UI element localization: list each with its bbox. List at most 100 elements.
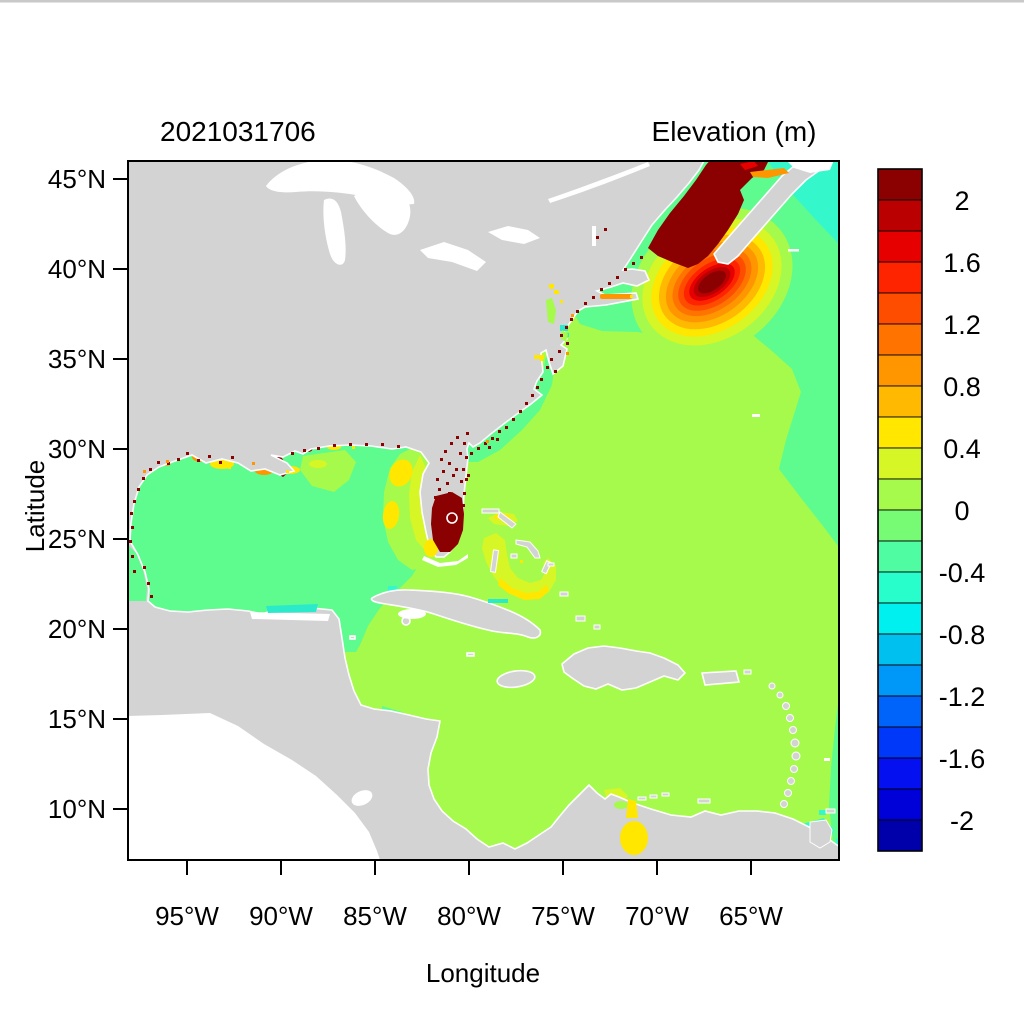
colorbar-tick-label: 2 <box>954 186 969 216</box>
pacific-outside-domain <box>128 713 380 860</box>
coastal-speckle <box>640 256 643 259</box>
coastal-speckle <box>540 378 543 381</box>
coastal-speckle <box>446 482 449 485</box>
y-tick-label: 45°N <box>48 164 106 194</box>
cobequid-red-dash <box>740 161 758 170</box>
south-florida-surge-blob <box>431 492 464 552</box>
coastal-speckle <box>546 366 549 369</box>
coastal-speckle <box>130 512 133 515</box>
coastal-speckle <box>465 478 468 481</box>
coastal-speckle <box>460 518 463 521</box>
coastal-speckle <box>291 452 294 455</box>
st-lawrence-river <box>548 162 650 203</box>
y-axis <box>113 178 128 810</box>
coastal-speckle <box>465 456 468 459</box>
gulf-of-batabano <box>398 609 426 619</box>
coastal-speckle <box>491 437 494 440</box>
colorbar-tick-label: 0.4 <box>943 434 981 464</box>
coastal-speckle <box>436 478 439 481</box>
lesser-antilles <box>637 669 836 849</box>
cozumel <box>349 635 356 640</box>
y-tick-label: 35°N <box>48 344 106 374</box>
antilles-islet-5 <box>789 726 797 734</box>
x-tick-label: 90°W <box>249 901 313 931</box>
new-providence <box>510 553 518 559</box>
coastal-speckle <box>208 455 211 458</box>
colorbar-tick-label: 1.2 <box>943 310 981 340</box>
coastal-speckle <box>459 452 462 455</box>
colorbar-cell <box>877 757 923 790</box>
big-bend-yellow <box>389 459 413 487</box>
cuba <box>370 589 542 639</box>
ring-core <box>698 270 726 294</box>
margarita <box>697 798 711 804</box>
coastal-speckle <box>558 350 561 353</box>
coastal-speckle <box>317 447 320 450</box>
colorbar-tick-label: 1.6 <box>943 248 981 278</box>
antilles-islet-7 <box>791 751 801 761</box>
colorbar-cell <box>877 633 923 666</box>
eleuthera <box>515 539 541 559</box>
coastal-speckle <box>496 438 499 441</box>
coastal-speckle <box>486 440 489 443</box>
coastal-speckle <box>512 418 515 421</box>
coastal-speckle <box>477 447 480 450</box>
colorbar-cell <box>877 571 923 604</box>
chartreuse-overland-patches <box>128 298 628 809</box>
antilles-islet-6 <box>790 738 800 748</box>
coastal-speckle <box>566 352 569 355</box>
colorbar-tick-label: -1.6 <box>939 744 986 774</box>
colorbar-title: Elevation (m) <box>652 116 817 147</box>
run-timestamp-title: 2021031706 <box>160 116 316 147</box>
coastal-speckle <box>452 474 455 477</box>
coastal-speckle <box>186 452 189 455</box>
coastal-speckle <box>570 318 573 321</box>
colorbar-tick-label: -0.8 <box>939 620 986 650</box>
maracaibo-mouth-dash <box>614 801 628 809</box>
hispaniola <box>561 645 687 691</box>
abaco <box>497 511 517 529</box>
campeche-left-edge-water <box>128 545 147 601</box>
y-tick-label: 15°N <box>48 704 106 734</box>
coastal-speckle <box>133 500 136 503</box>
coastal-speckle <box>505 426 508 429</box>
coastal-speckle <box>576 310 579 313</box>
turks-caicos <box>593 624 601 630</box>
x-axis-labels: 95°W 90°W 85°W 80°W 75°W 70°W 65°W Longi… <box>155 901 783 988</box>
y-tick-label: 30°N <box>48 434 106 464</box>
colorbar-tick-label: -2 <box>950 806 974 836</box>
coastal-speckle <box>498 430 501 433</box>
coastal-speckle <box>624 268 627 271</box>
y-tick-label: 10°N <box>48 794 106 824</box>
antilles-islet-2 <box>776 691 784 699</box>
x-tick-label: 70°W <box>625 901 689 931</box>
pamlico-yellow-dash <box>534 355 544 359</box>
coastal-speckle <box>440 458 443 461</box>
lake-nicaragua <box>351 790 373 806</box>
coastal-speckle <box>571 314 574 317</box>
coastal-speckle <box>604 228 607 231</box>
coastal-speckle <box>520 560 523 563</box>
gulf-of-st-lawrence-white <box>787 161 834 173</box>
grenada <box>780 800 788 808</box>
minas-basin-orange-streak <box>750 168 789 178</box>
coastal-speckle <box>466 432 469 435</box>
coastal-speckle <box>531 394 534 397</box>
coastal-speckle <box>536 386 539 389</box>
lake-huron <box>354 187 411 235</box>
coastal-speckle <box>167 462 170 465</box>
andros <box>489 549 500 573</box>
great-inagua <box>575 615 586 622</box>
gulf-of-maine-core <box>648 161 769 268</box>
coastal-speckle <box>616 276 619 279</box>
coastal-speckle <box>228 466 231 469</box>
coastal-speckle <box>397 445 400 448</box>
coastal-speckle <box>554 370 557 373</box>
colorbar-tick-label: 0.8 <box>943 372 981 402</box>
tobago-cyan-dot <box>819 810 826 815</box>
puerto-rico <box>700 670 741 686</box>
coastal-speckle <box>592 296 595 299</box>
coastal-speckle <box>608 282 611 285</box>
campeche-lagoon-strip <box>250 612 330 621</box>
colorbar-cell <box>877 540 923 573</box>
